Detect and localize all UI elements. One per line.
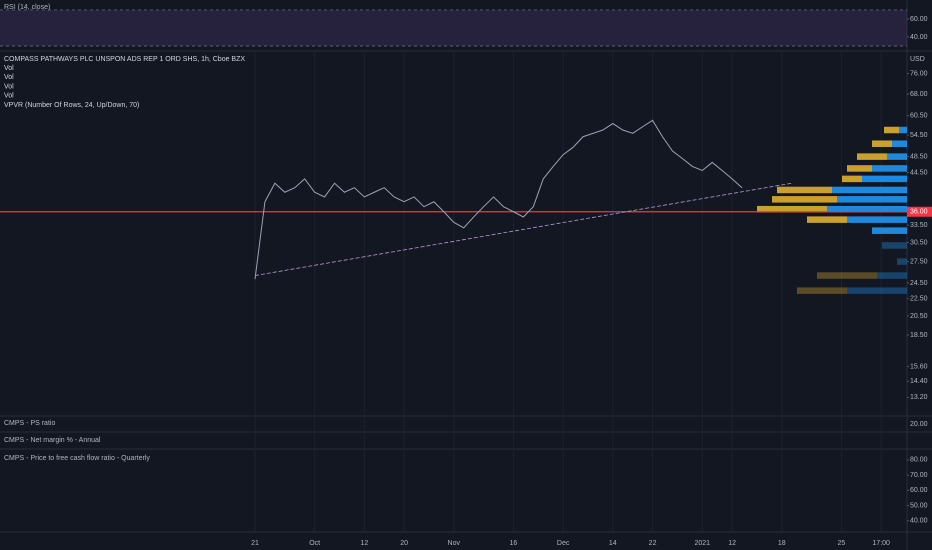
- y-tick-label: 60.50: [910, 113, 928, 120]
- profile-down: [857, 153, 887, 160]
- indicator-label: Vol: [4, 65, 14, 72]
- profile-down: [884, 126, 899, 134]
- x-tick-label: 14: [609, 540, 617, 547]
- y-tick-label: 44.50: [910, 169, 928, 176]
- x-tick-label: 16: [510, 540, 518, 547]
- y-tick-label: 22.50: [910, 296, 928, 303]
- y-tick-label: 33.50: [910, 222, 928, 229]
- profile-up: [872, 165, 907, 172]
- profile-up: [827, 205, 907, 213]
- profile-down: [847, 165, 872, 172]
- x-tick-label: 21: [251, 540, 259, 547]
- rsi-band: [0, 9, 907, 47]
- y-tick-label: 40.00: [910, 518, 928, 525]
- y-tick-label: 48.50: [910, 153, 928, 160]
- profile-up: [897, 258, 907, 265]
- rsi-label: RSI (14, close): [4, 4, 50, 11]
- profile-down: [817, 272, 877, 279]
- profile-up: [832, 186, 907, 194]
- pane-label: CMPS - PS ratio: [4, 420, 55, 427]
- trendline: [254, 182, 792, 276]
- y-tick-label: 50.00: [910, 502, 928, 509]
- profile-up: [899, 126, 907, 134]
- indicator-label: Vol: [4, 93, 14, 100]
- x-tick-label: Nov: [448, 540, 461, 547]
- y-tick-label: 68.00: [910, 91, 928, 98]
- y-tick-label: 20.00: [910, 421, 928, 428]
- profile-up: [872, 227, 907, 234]
- x-tick-label: 17:00: [872, 540, 890, 547]
- x-tick-label: 12: [360, 540, 368, 547]
- profile-up: [837, 196, 907, 203]
- pane-label: CMPS - Net margin % - Annual: [4, 437, 101, 444]
- profile-up: [847, 287, 907, 294]
- indicator-label: Vol: [4, 74, 14, 81]
- profile-up: [887, 153, 907, 160]
- profile-down: [842, 175, 862, 183]
- y-tick-label: 13.20: [910, 394, 928, 401]
- profile-down: [777, 186, 832, 194]
- profile-up: [877, 272, 907, 279]
- y-tick-label: 60.00: [910, 16, 928, 23]
- price-level-label: 36.00: [910, 209, 928, 216]
- y-tick-label: 27.50: [910, 258, 928, 265]
- x-tick-label: 22: [649, 540, 657, 547]
- y-tick-label: 76.00: [910, 70, 928, 77]
- profile-down: [807, 216, 847, 223]
- x-tick-label: Oct: [309, 540, 320, 547]
- x-tick-label: 12: [728, 540, 736, 547]
- x-tick-label: 2021: [694, 540, 710, 547]
- y-tick-label: 15.60: [910, 363, 928, 370]
- x-tick-label: 18: [778, 540, 786, 547]
- x-tick-label: 25: [838, 540, 846, 547]
- price-line: [254, 119, 743, 280]
- y-tick-label: 20.50: [910, 313, 928, 320]
- profile-down: [757, 205, 827, 213]
- y-tick-label: 60.00: [910, 487, 928, 494]
- y-tick-label: 54.50: [910, 132, 928, 139]
- y-tick-label: 30.50: [910, 239, 928, 246]
- profile-up: [847, 216, 907, 223]
- y-tick-label: 14.40: [910, 378, 928, 385]
- symbol-title: COMPASS PATHWAYS PLC UNSPON ADS REP 1 OR…: [4, 56, 245, 63]
- profile-up: [862, 175, 907, 183]
- y-tick-label: 24.50: [910, 280, 928, 287]
- y-tick-label: 70.00: [910, 472, 928, 479]
- profile-down: [772, 196, 837, 203]
- indicator-label: VPVR (Number Of Rows, 24, Up/Down, 70): [4, 102, 139, 109]
- y-tick-label: 80.00: [910, 457, 928, 464]
- pane-label: CMPS - Price to free cash flow ratio - Q…: [4, 455, 150, 462]
- profile-up: [892, 140, 907, 147]
- price-level-tag: [907, 206, 932, 217]
- x-tick-label: 20: [400, 540, 408, 547]
- y-tick-label: 18.50: [910, 332, 928, 339]
- profile-up: [882, 242, 907, 249]
- profile-down: [797, 287, 847, 294]
- y-tick-label: 40.00: [910, 34, 928, 41]
- currency: USD: [910, 56, 925, 63]
- indicator-label: Vol: [4, 83, 14, 90]
- x-tick-label: Dec: [557, 540, 570, 547]
- profile-down: [872, 140, 892, 147]
